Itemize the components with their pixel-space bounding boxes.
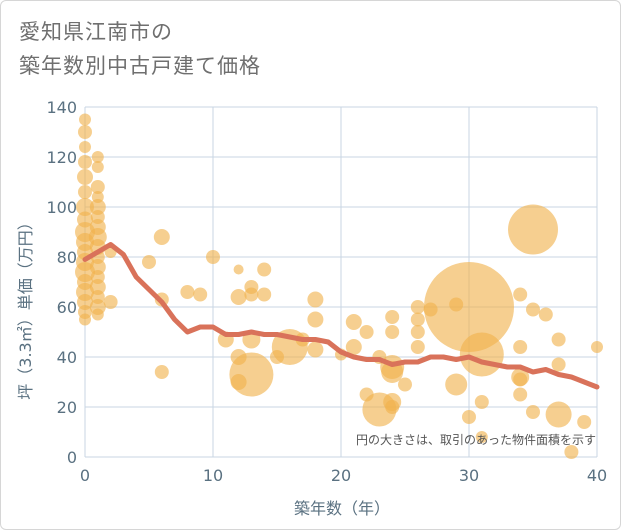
bubble-point [410,312,425,327]
bubble-point [385,325,400,339]
bubble-point [257,262,272,277]
bubble-point [577,415,592,429]
y-axis-label: 坪（3.3㎡）単価（万円） [16,214,35,399]
bubble-point [513,287,528,302]
y-tick-label: 40 [57,348,77,367]
bubble-point [257,287,272,302]
bubble-point [79,313,91,326]
bubble-point [385,400,400,414]
y-tick-label: 120 [46,148,77,167]
x-tick-label: 10 [203,466,223,485]
grid [84,106,598,458]
bubble-point [513,387,528,402]
bubble-point [398,377,412,392]
bubble-point [508,204,558,255]
bubble-point [89,279,106,295]
bubble-point [345,314,362,330]
bubble-point [359,325,374,339]
bubble-point [153,229,170,245]
y-tick-label: 20 [57,398,77,417]
bubble-point [230,289,247,305]
bubble-point [410,300,425,314]
bubble-point [307,311,324,328]
bubble-point [475,431,488,443]
bubble-point [474,395,489,409]
bubble-point [538,307,553,322]
y-tick-label: 0 [67,448,77,467]
bubble-point [89,259,106,275]
bubble-point [77,169,93,185]
bubble-point [206,250,220,264]
y-tick-label: 80 [57,248,77,267]
bubble-point [79,141,91,153]
bubble-point [78,125,92,139]
bubble-point [76,198,94,216]
bubble-point [513,372,528,387]
bubble-point [459,332,504,377]
bubble-point [180,285,195,299]
bubble-point [103,295,118,309]
x-tick-label: 30 [459,466,479,485]
bubble-point [513,340,528,354]
bubble-point [385,310,400,324]
trend-line [82,242,600,390]
y-tick-label: 100 [46,198,77,217]
bubble-point [79,113,91,126]
bubble-point [193,287,208,302]
x-tick-label: 20 [331,466,351,485]
bubble-point [77,294,93,310]
bubble-point [551,357,566,372]
bubble-point [526,302,540,317]
x-tick-label: 40 [587,466,607,485]
bubble-point [462,410,476,424]
bubble-point [551,332,566,347]
bubble-point [307,341,324,358]
size-note: 円の大きさは、取引のあった物件面積を示す [355,433,596,447]
bubble-point [345,339,362,355]
bubble-point [445,373,468,396]
x-tick-label: 0 [80,466,90,485]
bubble-point [410,325,425,339]
bubble-point [307,291,324,308]
bubble-point [526,405,540,419]
bubble-point [91,308,104,321]
bubble-point [78,185,92,199]
bubble-point [91,151,104,163]
bubble-point [545,401,572,428]
bubble-point [410,340,425,354]
bubble-point [91,161,104,173]
bubble-point [154,365,169,379]
chart-title: 愛知県江南市の 築年数別中古戸建て価格 [19,15,261,83]
title-line-1: 愛知県江南市の [19,20,173,44]
bubble-point [233,264,244,275]
x-axis-label: 築年数（年） [294,499,390,518]
bubble-point [142,255,156,269]
bubble-point [424,262,514,352]
bubble-point [564,445,579,459]
bubble-point [381,361,404,383]
bubble-point [89,199,106,215]
bubble-point [78,155,92,169]
y-tick-label: 140 [46,98,77,117]
y-tick-label: 60 [57,298,77,317]
bubble-point [90,180,105,194]
bubble-point [244,287,259,302]
axis-ticks: 0 20 40 60 80 100 120 140 0 10 20 30 40 [46,98,607,485]
bubble-point [591,341,603,353]
bubble-point [229,352,274,397]
title-line-2: 築年数別中古戸建て価格 [19,54,261,78]
